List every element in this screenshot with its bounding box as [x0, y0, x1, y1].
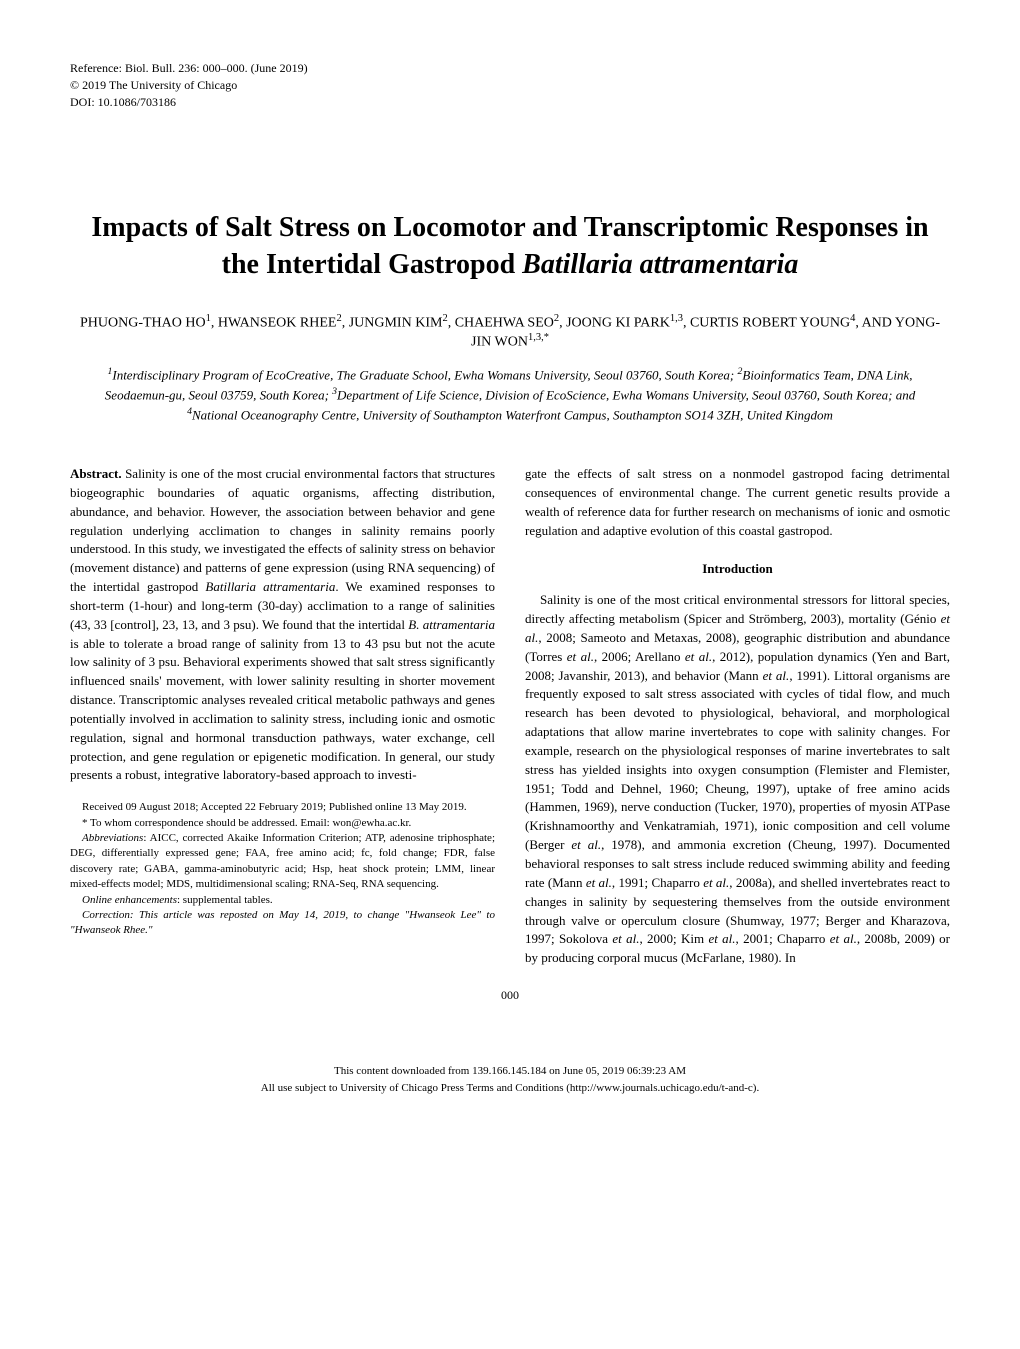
footer-terms: All use subject to University of Chicago…: [70, 1080, 950, 1097]
abstract-paragraph: Abstract. Salinity is one of the most cr…: [70, 465, 495, 785]
abstract-text: Salinity is one of the most crucial envi…: [70, 466, 495, 783]
abbreviations-footnote: Abbreviations: AICC, corrected Akaike In…: [70, 831, 495, 893]
title-text: Impacts of Salt Stress on Locomotor and …: [91, 212, 928, 279]
abstract-label: Abstract.: [70, 466, 122, 481]
received-footnote: Received 09 August 2018; Accepted 22 Feb…: [70, 800, 495, 815]
two-column-layout: Abstract. Salinity is one of the most cr…: [70, 465, 950, 968]
introduction-heading: Introduction: [525, 560, 950, 579]
article-title: Impacts of Salt Stress on Locomotor and …: [70, 210, 950, 283]
footer-download-info: This content downloaded from 139.166.145…: [70, 1063, 950, 1080]
introduction-paragraph: Salinity is one of the most critical env…: [525, 591, 950, 968]
reference-block: Reference: Biol. Bull. 236: 000–000. (Ju…: [70, 60, 950, 110]
correspondence-footnote: * To whom correspondence should be addre…: [70, 816, 495, 831]
affiliations-block: 1Interdisciplinary Program of EcoCreativ…: [70, 365, 950, 424]
page-number: 000: [70, 988, 950, 1003]
footnote-block: Received 09 August 2018; Accepted 22 Feb…: [70, 800, 495, 939]
reference-line: Reference: Biol. Bull. 236: 000–000. (Ju…: [70, 60, 950, 77]
abstract-continuation: gate the effects of salt stress on a non…: [525, 465, 950, 540]
enhancements-footnote: Online enhancements: supplemental tables…: [70, 893, 495, 908]
correction-footnote: Correction: This article was reposted on…: [70, 908, 495, 939]
right-column: gate the effects of salt stress on a non…: [525, 465, 950, 968]
footer-block: This content downloaded from 139.166.145…: [70, 1063, 950, 1096]
copyright-line: © 2019 The University of Chicago: [70, 77, 950, 94]
authors-line: PHUONG-THAO HO1, HWANSEOK RHEE2, JUNGMIN…: [70, 313, 950, 350]
doi-line: DOI: 10.1086/703186: [70, 94, 950, 111]
left-column: Abstract. Salinity is one of the most cr…: [70, 465, 495, 968]
